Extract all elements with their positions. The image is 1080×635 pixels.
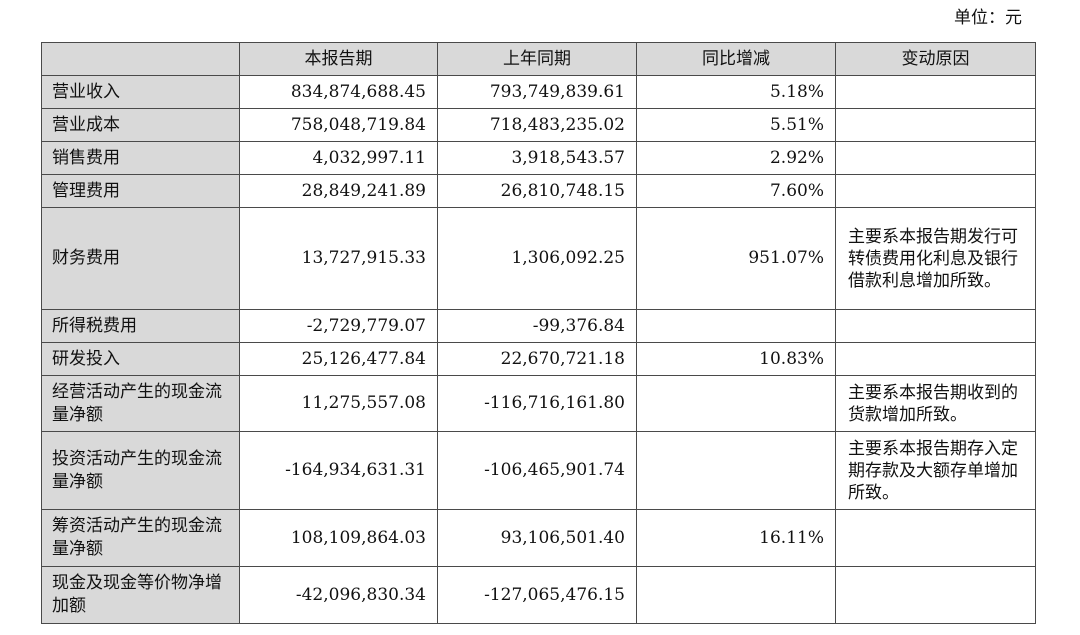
row-reason [835, 108, 1036, 142]
row-item: 管理费用 [41, 174, 240, 208]
row-reason [835, 309, 1036, 343]
row-current: 28,849,241.89 [239, 174, 438, 208]
row-prior: -127,065,476.15 [437, 566, 637, 624]
row-change [636, 375, 836, 432]
row-item: 所得税费用 [41, 309, 240, 343]
header-prior-period: 上年同期 [437, 42, 637, 76]
table-row: 研发投入 25,126,477.84 22,670,721.18 10.83% [41, 342, 1036, 376]
row-prior: -116,716,161.80 [437, 375, 637, 432]
row-prior: 93,106,501.40 [437, 509, 637, 567]
row-prior: 793,749,839.61 [437, 75, 637, 109]
row-item: 营业收入 [41, 75, 240, 109]
row-current: 834,874,688.45 [239, 75, 438, 109]
row-current: -42,096,830.34 [239, 566, 438, 624]
row-prior: 1,306,092.25 [437, 207, 637, 310]
row-reason [835, 174, 1036, 208]
row-current: -164,934,631.31 [239, 431, 438, 510]
header-current-period: 本报告期 [239, 42, 438, 76]
row-item: 营业成本 [41, 108, 240, 142]
row-current: 4,032,997.11 [239, 141, 438, 175]
table-row: 管理费用 28,849,241.89 26,810,748.15 7.60% [41, 174, 1036, 208]
header-item [41, 42, 240, 76]
row-current: 25,126,477.84 [239, 342, 438, 376]
row-change: 10.83% [636, 342, 836, 376]
row-prior: 718,483,235.02 [437, 108, 637, 142]
table-row: 筹资活动产生的现金流量净额 108,109,864.03 93,106,501.… [41, 509, 1036, 567]
row-reason [835, 75, 1036, 109]
row-item: 投资活动产生的现金流量净额 [41, 431, 240, 510]
table-row: 销售费用 4,032,997.11 3,918,543.57 2.92% [41, 141, 1036, 175]
row-reason [835, 509, 1036, 567]
table-row: 财务费用 13,727,915.33 1,306,092.25 951.07% … [41, 207, 1036, 310]
row-item: 经营活动产生的现金流量净额 [41, 375, 240, 432]
row-prior: 3,918,543.57 [437, 141, 637, 175]
header-yoy-change: 同比增减 [636, 42, 836, 76]
row-prior: -106,465,901.74 [437, 431, 637, 510]
row-change [636, 566, 836, 624]
row-change: 2.92% [636, 141, 836, 175]
row-current: -2,729,779.07 [239, 309, 438, 343]
row-current: 108,109,864.03 [239, 509, 438, 567]
row-reason [835, 342, 1036, 376]
row-prior: 26,810,748.15 [437, 174, 637, 208]
row-change [636, 431, 836, 510]
row-item: 研发投入 [41, 342, 240, 376]
row-item: 财务费用 [41, 207, 240, 310]
unit-label: 单位：元 [954, 8, 1022, 28]
table-row: 营业成本 758,048,719.84 718,483,235.02 5.51% [41, 108, 1036, 142]
row-item: 筹资活动产生的现金流量净额 [41, 509, 240, 567]
table-row: 投资活动产生的现金流量净额 -164,934,631.31 -106,465,9… [41, 431, 1036, 510]
row-prior: 22,670,721.18 [437, 342, 637, 376]
financial-table: 本报告期 上年同期 同比增减 变动原因 营业收入 834,874,688.45 … [41, 42, 1036, 624]
row-reason: 主要系本报告期收到的货款增加所致。 [835, 375, 1036, 432]
row-change: 16.11% [636, 509, 836, 567]
row-change: 951.07% [636, 207, 836, 310]
row-reason: 主要系本报告期存入定期存款及大额存单增加所致。 [835, 431, 1036, 510]
table-row: 营业收入 834,874,688.45 793,749,839.61 5.18% [41, 75, 1036, 109]
row-current: 758,048,719.84 [239, 108, 438, 142]
row-current: 11,275,557.08 [239, 375, 438, 432]
row-reason: 主要系本报告期发行可转债费用化利息及银行借款利息增加所致。 [835, 207, 1036, 310]
row-change [636, 309, 836, 343]
table-row: 所得税费用 -2,729,779.07 -99,376.84 [41, 309, 1036, 343]
row-change: 7.60% [636, 174, 836, 208]
row-item: 现金及现金等价物净增加额 [41, 566, 240, 624]
table-row: 现金及现金等价物净增加额 -42,096,830.34 -127,065,476… [41, 566, 1036, 624]
row-reason [835, 566, 1036, 624]
header-row: 本报告期 上年同期 同比增减 变动原因 [41, 42, 1036, 76]
header-change-reason: 变动原因 [835, 42, 1036, 76]
row-change: 5.18% [636, 75, 836, 109]
row-change: 5.51% [636, 108, 836, 142]
row-item: 销售费用 [41, 141, 240, 175]
row-prior: -99,376.84 [437, 309, 637, 343]
table-row: 经营活动产生的现金流量净额 11,275,557.08 -116,716,161… [41, 375, 1036, 432]
row-reason [835, 141, 1036, 175]
row-current: 13,727,915.33 [239, 207, 438, 310]
